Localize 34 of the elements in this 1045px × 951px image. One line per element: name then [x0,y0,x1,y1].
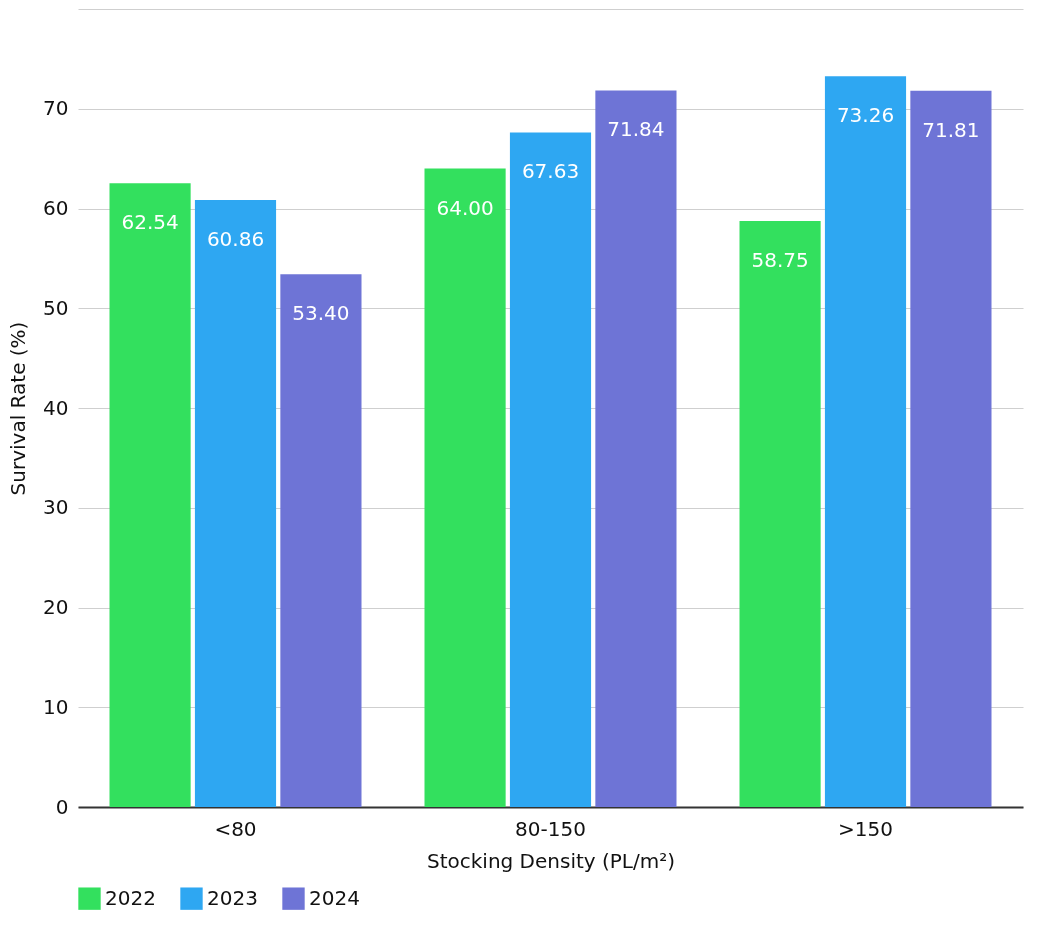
data-label: 64.00 [436,195,494,220]
data-label: 71.81 [922,117,980,142]
y-tick-label: 10 [43,694,69,719]
y-tick-label: 60 [43,196,69,220]
data-label: 60.86 [206,226,265,251]
legend-label: 2024 [309,885,360,910]
y-tick-label: 70 [43,96,69,121]
bar [595,90,677,807]
data-label: 73.26 [836,103,895,128]
bar [109,183,191,807]
bar [280,274,362,807]
y-tick-label: 40 [43,395,69,420]
data-label: 53.40 [292,301,350,326]
y-tick-label: 30 [43,495,69,520]
legend-label: 2023 [207,885,258,910]
x-tick-label: >150 [838,816,893,841]
bar [739,220,821,807]
data-label: 71.84 [607,117,665,142]
legend-label: 2022 [105,885,156,910]
data-label: 62.54 [121,210,179,235]
y-tick-label: 0 [55,794,69,819]
bar [194,199,277,807]
data-label: 67.63 [521,159,580,184]
y-axis-title: Survival Rate (%) [6,321,31,496]
data-label: 58.75 [751,247,809,272]
bar [910,90,992,807]
bar [509,132,592,807]
bar [424,168,506,807]
bar [824,76,907,807]
x-axis-title: Stocking Density (PL/m²) [426,848,676,873]
y-tick-label: 50 [43,295,69,320]
x-tick-label: 80-150 [515,816,586,841]
y-tick-label: 20 [43,595,69,619]
x-tick-label: <80 [214,816,257,841]
